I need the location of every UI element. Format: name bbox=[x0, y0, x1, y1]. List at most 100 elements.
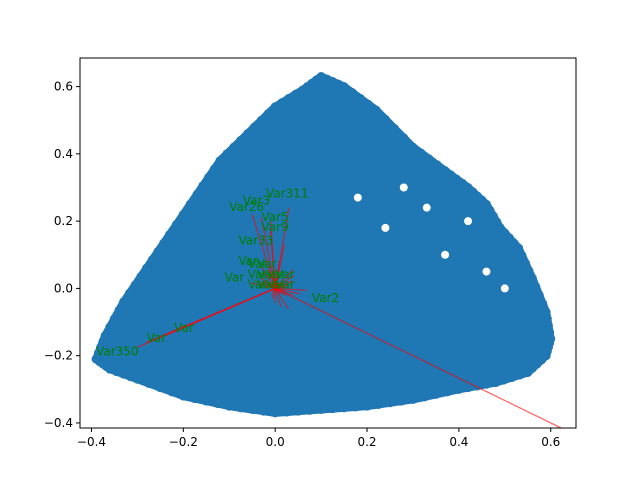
data-point bbox=[499, 376, 508, 385]
data-point bbox=[167, 387, 176, 396]
data-point bbox=[535, 291, 544, 300]
loading-label: Var9 bbox=[261, 220, 288, 234]
data-point bbox=[271, 408, 280, 417]
data-point bbox=[305, 406, 314, 415]
data-point bbox=[454, 385, 463, 394]
data-point bbox=[222, 149, 231, 158]
data-point bbox=[372, 106, 381, 115]
data-point bbox=[136, 272, 145, 281]
data-point bbox=[381, 115, 390, 124]
y-tick-label: 0.2 bbox=[54, 214, 73, 228]
data-point bbox=[340, 403, 349, 412]
data-point bbox=[229, 143, 238, 152]
data-point bbox=[115, 306, 124, 315]
data-point bbox=[154, 247, 163, 256]
data-point bbox=[408, 395, 417, 404]
data-point bbox=[165, 230, 174, 239]
data-point bbox=[515, 371, 524, 380]
data-point bbox=[364, 100, 373, 109]
data-point bbox=[528, 274, 537, 283]
data-point bbox=[198, 181, 207, 190]
data-point bbox=[443, 387, 452, 396]
loading-label: Var33 bbox=[238, 234, 273, 248]
cloud-gap bbox=[501, 284, 509, 292]
data-point bbox=[523, 368, 532, 377]
data-point bbox=[193, 190, 202, 199]
data-point bbox=[144, 379, 153, 388]
data-point bbox=[491, 378, 500, 387]
data-point bbox=[204, 173, 213, 182]
data-point bbox=[348, 88, 357, 97]
x-tick-label: 0.0 bbox=[266, 435, 285, 449]
cloud-gap bbox=[381, 224, 389, 232]
cloud-gap bbox=[441, 251, 449, 259]
data-point bbox=[390, 124, 399, 133]
data-point bbox=[148, 255, 157, 264]
data-point bbox=[159, 239, 168, 248]
data-point bbox=[236, 403, 245, 412]
data-point bbox=[119, 297, 128, 306]
data-point bbox=[225, 402, 234, 411]
data-point bbox=[363, 402, 372, 411]
loading-label: Var bbox=[257, 257, 277, 271]
cloud-gap bbox=[482, 268, 490, 276]
cloud-gap bbox=[354, 194, 362, 202]
data-point bbox=[399, 133, 408, 142]
data-point bbox=[125, 289, 134, 298]
data-point bbox=[282, 408, 291, 417]
data-point bbox=[264, 109, 273, 118]
data-point bbox=[386, 398, 395, 407]
loading-label: Var bbox=[275, 267, 295, 281]
data-point bbox=[340, 82, 349, 91]
data-point bbox=[425, 154, 434, 163]
data-point bbox=[248, 405, 257, 414]
x-tick-label: 0.4 bbox=[449, 435, 468, 449]
data-point bbox=[101, 331, 110, 340]
data-point bbox=[431, 390, 440, 399]
data-point bbox=[420, 392, 429, 401]
data-point bbox=[257, 116, 266, 125]
x-tick-label: 0.6 bbox=[541, 435, 560, 449]
data-point bbox=[179, 210, 188, 219]
y-tick-label: 0.0 bbox=[54, 281, 73, 295]
data-point bbox=[408, 143, 417, 152]
loading-label: Var bbox=[174, 321, 194, 335]
y-tick-label: −0.4 bbox=[44, 416, 73, 430]
data-point bbox=[294, 407, 303, 416]
x-tick-label: −0.2 bbox=[169, 435, 198, 449]
data-point bbox=[507, 373, 516, 382]
x-tick-label: −0.4 bbox=[77, 435, 106, 449]
data-point bbox=[156, 383, 165, 392]
y-tick-label: 0.4 bbox=[54, 147, 73, 161]
data-point bbox=[105, 323, 114, 332]
data-point bbox=[210, 165, 219, 174]
loading-label: Var2 bbox=[312, 291, 339, 305]
data-point bbox=[172, 220, 181, 229]
data-point bbox=[179, 392, 188, 401]
data-point bbox=[328, 404, 337, 413]
y-tick-label: 0.6 bbox=[54, 80, 73, 94]
data-point bbox=[216, 156, 225, 165]
data-point bbox=[186, 200, 195, 209]
loading-label: Var311 bbox=[266, 187, 308, 201]
data-point bbox=[317, 405, 326, 414]
data-point bbox=[250, 122, 259, 131]
cloud-gap bbox=[423, 204, 431, 212]
data-point bbox=[110, 314, 119, 323]
loading-label: Var350 bbox=[96, 345, 138, 359]
data-point bbox=[417, 149, 426, 158]
data-point bbox=[243, 129, 252, 138]
data-point bbox=[236, 136, 245, 145]
cloud-gap bbox=[400, 184, 408, 192]
data-point bbox=[531, 282, 540, 291]
loading-label: Var bbox=[225, 271, 245, 285]
data-point bbox=[213, 399, 222, 408]
data-point bbox=[202, 397, 211, 406]
cloud-gap bbox=[464, 217, 472, 225]
loading-label: Var3 bbox=[243, 193, 270, 207]
y-axis: −0.4−0.20.00.20.40.6 bbox=[44, 80, 80, 430]
data-point bbox=[351, 402, 360, 411]
